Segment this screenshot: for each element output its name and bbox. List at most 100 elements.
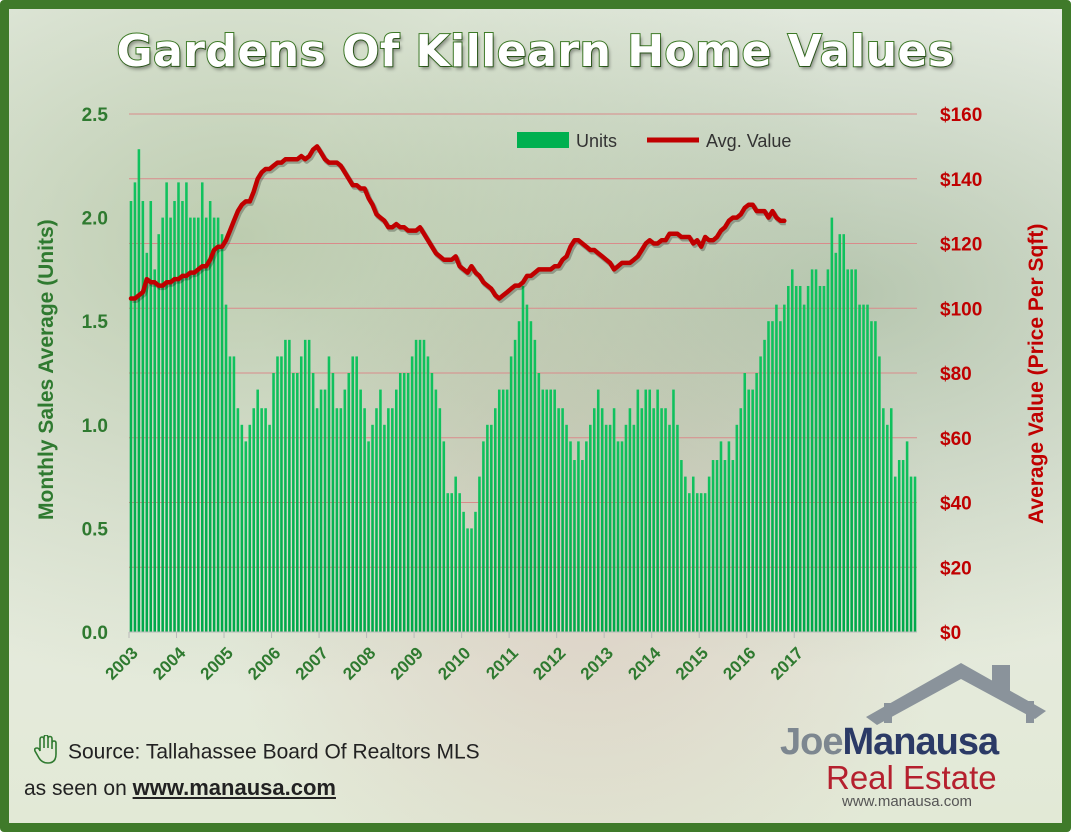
right-tick-label: $20 [940,558,972,579]
website-link[interactable]: www.manausa.com [132,775,336,800]
units-bar [521,285,525,632]
units-bar [410,356,414,632]
units-bar [497,389,501,632]
units-bar [327,356,331,632]
units-bar [818,285,822,632]
units-bar [145,252,149,632]
units-bar [755,373,758,632]
units-bar [200,182,204,632]
hand-icon [33,734,60,771]
units-bar [224,304,228,632]
units-bar [850,269,853,632]
units-bar [676,424,679,632]
units-bar [193,217,196,632]
units-bar [252,408,256,632]
units-bar [505,389,509,632]
left-axis-title: Monthly Sales Average (Units) [35,219,58,520]
x-tick-label: 2003 [102,643,142,683]
units-bar [545,389,549,632]
right-tick-label: $80 [940,364,972,385]
units-bar [648,389,651,632]
right-tick-label: $0 [940,623,961,644]
x-tick-label: 2012 [529,643,569,683]
units-bar [387,408,390,632]
units-bar [684,476,687,632]
units-bar [798,285,802,632]
units-bar [220,234,224,632]
units-bar [628,408,632,632]
units-bar [822,285,826,632]
units-bar [268,424,271,632]
units-bar [794,285,798,632]
units-bar [846,269,849,632]
units-bar [620,441,624,632]
units-bar [866,304,869,632]
units-bar [838,234,842,632]
units-bar [228,356,232,632]
units-bar [652,408,655,632]
left-tick-label: 1.0 [82,416,108,437]
units-bar [779,321,782,632]
units-bar [608,424,612,632]
legend-units-swatch [517,132,569,148]
units-bar [446,493,450,632]
units-bar [185,182,188,632]
units-bar [644,389,648,632]
units-bar [129,201,133,633]
right-axis-title: Average Value (Price Per Sqft) [1025,223,1048,524]
source-text: Source: Tallahassee Board Of Realtors ML… [68,740,480,764]
units-bar [763,339,766,632]
left-tick-label: 2.5 [82,105,109,126]
units-bar [616,441,620,632]
units-bar [751,389,754,632]
source-note: Source: Tallahassee Board Of Realtors ML… [33,734,480,771]
units-bar [771,321,774,632]
units-bar [470,528,473,632]
units-bar [592,408,596,632]
units-bar [311,373,315,632]
units-bar [711,460,715,632]
units-bar [355,356,358,632]
x-tick-label: 2013 [577,643,617,683]
units-bar [790,269,794,632]
units-bar [323,389,327,632]
house-roof-icon [866,663,1046,725]
units-bar [802,304,806,632]
units-bar [442,441,446,632]
units-bar [882,408,885,632]
units-bar [501,389,505,632]
units-bar [402,373,406,632]
units-bar [834,252,838,632]
units-bar [335,408,339,632]
units-bar [731,460,735,632]
units-bar [581,460,584,632]
value-line [128,144,787,301]
units-bar [149,201,153,633]
units-bar [256,389,259,632]
units-bar [351,356,355,632]
units-bar [612,408,616,632]
units-bar [573,460,576,632]
units-bar [494,408,497,632]
units-bar [636,389,640,632]
units-bar [141,201,145,633]
units-bar [549,389,552,632]
units-bar [905,441,909,632]
legend-value-label: Avg. Value [706,131,791,151]
units-bar [759,356,762,632]
units-bar [672,389,675,632]
units-bar [783,304,786,632]
units-bar [529,321,533,632]
units-bar [640,408,644,632]
right-tick-label: $160 [940,105,982,126]
units-bar [517,321,521,632]
units-bar [395,389,398,632]
units-bar [842,234,846,632]
left-tick-label: 0.0 [82,623,108,644]
units-bar [307,339,311,632]
units-bar [450,493,454,632]
units-bar [699,493,703,632]
units-bar [359,389,362,632]
units-bar [181,201,184,633]
units-bar [236,408,240,632]
